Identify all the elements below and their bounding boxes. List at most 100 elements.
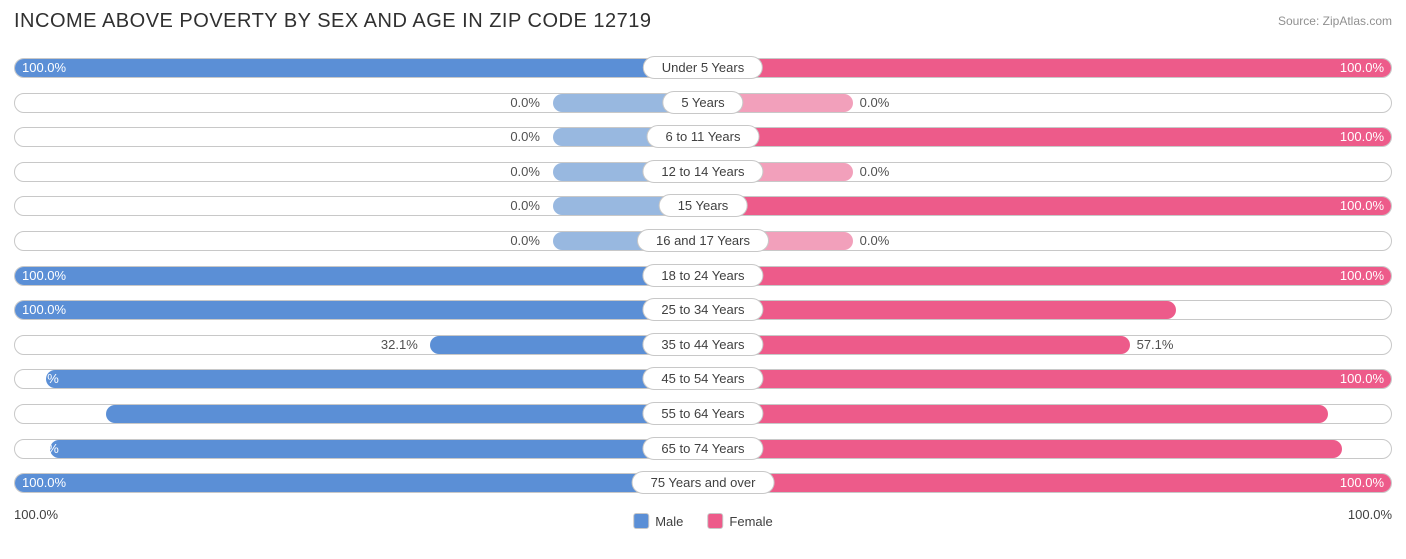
female-track	[703, 127, 1392, 147]
female-bar	[704, 301, 1176, 319]
axis-label-right: 100.0%	[1348, 507, 1392, 522]
chart-row: 100.0% 64.7% 25 to 34 Years	[14, 294, 1392, 326]
chart-row: 100.0% 100.0% 75 Years and over	[14, 467, 1392, 499]
age-label: 6 to 11 Years	[647, 125, 760, 148]
female-value-label: 91.7%	[1347, 441, 1384, 456]
male-bar	[106, 405, 702, 423]
female-value-label: 0.0%	[860, 95, 890, 110]
legend-label-female: Female	[729, 514, 772, 529]
female-track	[703, 439, 1392, 459]
male-track	[14, 266, 703, 286]
male-track	[14, 58, 703, 78]
female-bar	[704, 267, 1392, 285]
female-track	[703, 266, 1392, 286]
male-track	[14, 404, 703, 424]
chart-row: 0.0% 0.0% 16 and 17 Years	[14, 225, 1392, 257]
female-bar	[704, 336, 1130, 354]
legend-item-male: Male	[633, 513, 683, 529]
female-track	[703, 473, 1392, 493]
female-value-label: 64.7%	[1347, 302, 1384, 317]
chart-area: 100.0% 100.0% Under 5 Years 0.0% 0.0% 5 Years…	[14, 52, 1392, 503]
male-value-label: 0.0%	[510, 233, 540, 248]
age-label: 45 to 54 Years	[642, 367, 763, 390]
age-label: 18 to 24 Years	[642, 264, 763, 287]
chart-row: 0.0% 0.0% 5 Years	[14, 87, 1392, 119]
female-bar	[704, 405, 1328, 423]
age-label: 65 to 74 Years	[642, 437, 763, 460]
male-value-label: 32.1%	[381, 337, 418, 352]
male-bar	[14, 301, 702, 319]
male-track	[14, 335, 703, 355]
chart-row: 100.0% 100.0% 18 to 24 Years	[14, 260, 1392, 292]
female-value-label: 89.4%	[1347, 406, 1384, 421]
female-bar	[704, 370, 1392, 388]
female-value-label: 57.1%	[1137, 337, 1174, 352]
chart-row: 84.9% 89.4% 55 to 64 Years	[14, 398, 1392, 430]
male-track	[14, 439, 703, 459]
chart-row: 94.7% 100.0% 45 to 54 Years	[14, 363, 1392, 395]
female-track	[703, 404, 1392, 424]
male-value-label: 100.0%	[22, 475, 66, 490]
female-track	[703, 196, 1392, 216]
chart-row: 0.0%100.0%6 to 11 Years	[14, 121, 1392, 153]
male-track	[14, 196, 703, 216]
female-bar	[704, 128, 1392, 146]
female-bar	[704, 440, 1342, 458]
legend-swatch-male	[633, 513, 649, 529]
male-track	[14, 300, 703, 320]
female-track	[703, 58, 1392, 78]
male-value-label: 84.9%	[22, 406, 59, 421]
legend-swatch-female	[707, 513, 723, 529]
female-value-label: 0.0%	[860, 233, 890, 248]
female-track	[703, 162, 1392, 182]
male-track	[14, 127, 703, 147]
male-bar	[46, 370, 702, 388]
female-value-label: 100.0%	[1340, 371, 1384, 386]
female-bar	[704, 474, 1392, 492]
female-bar	[704, 197, 1392, 215]
age-label: 12 to 14 Years	[642, 160, 763, 183]
age-label: 55 to 64 Years	[642, 402, 763, 425]
female-value-label: 100.0%	[1340, 475, 1384, 490]
female-track	[703, 231, 1392, 251]
male-value-label: 0.0%	[510, 129, 540, 144]
axis-label-left: 100.0%	[14, 507, 58, 522]
age-label: 5 Years	[662, 91, 743, 114]
age-label: Under 5 Years	[643, 56, 763, 79]
chart-row: 94.0% 91.7% 65 to 74 Years	[14, 433, 1392, 465]
age-label: 25 to 34 Years	[642, 298, 763, 321]
legend: Male Female	[633, 513, 773, 529]
age-label: 16 and 17 Years	[637, 229, 769, 252]
male-track	[14, 369, 703, 389]
chart-row: 0.0% 100.0% 15 Years	[14, 190, 1392, 222]
age-label: 35 to 44 Years	[642, 333, 763, 356]
age-label: 15 Years	[659, 194, 748, 217]
chart-title: INCOME ABOVE POVERTY BY SEX AND AGE IN Z…	[14, 10, 651, 33]
female-track	[703, 335, 1392, 355]
male-value-label: 0.0%	[510, 95, 540, 110]
male-value-label: 94.0%	[22, 441, 59, 456]
female-bar	[704, 59, 1392, 77]
legend-label-male: Male	[655, 514, 683, 529]
age-label: 75 Years and over	[632, 471, 775, 494]
female-value-label: 100.0%	[1340, 60, 1384, 75]
male-value-label: 100.0%	[22, 268, 66, 283]
legend-item-female: Female	[707, 513, 772, 529]
male-value-label: 0.0%	[510, 198, 540, 213]
source-attribution: Source: ZipAtlas.com	[1278, 14, 1392, 28]
male-bar	[14, 59, 702, 77]
female-track	[703, 93, 1392, 113]
male-value-label: 100.0%	[22, 60, 66, 75]
female-value-label: 100.0%	[1340, 268, 1384, 283]
male-track	[14, 231, 703, 251]
chart-row: 0.0%0.0%12 to 14 Years	[14, 156, 1392, 188]
female-value-label: 0.0%	[860, 164, 890, 179]
male-bar	[50, 440, 702, 458]
male-value-label: 94.7%	[22, 371, 59, 386]
female-value-label: 100.0%	[1340, 198, 1384, 213]
female-track	[703, 300, 1392, 320]
male-value-label: 100.0%	[22, 302, 66, 317]
chart-row: 32.1% 57.1% 35 to 44 Years	[14, 329, 1392, 361]
male-track	[14, 162, 703, 182]
male-bar	[14, 267, 702, 285]
